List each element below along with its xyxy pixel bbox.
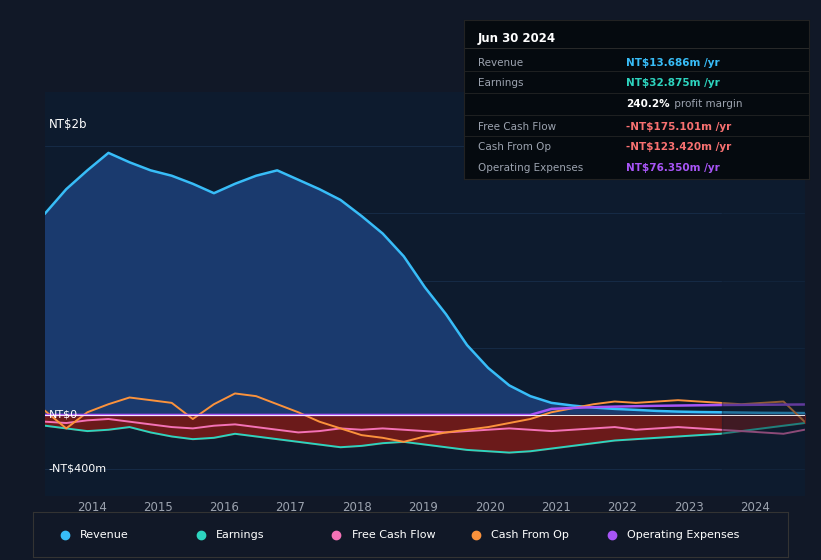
Text: NT$0: NT$0 — [48, 410, 78, 420]
Text: Cash From Op: Cash From Op — [491, 530, 569, 540]
Text: -NT$123.420m /yr: -NT$123.420m /yr — [626, 142, 732, 152]
Text: Free Cash Flow: Free Cash Flow — [478, 122, 556, 132]
Text: NT$2b: NT$2b — [48, 118, 87, 131]
Text: NT$76.350m /yr: NT$76.350m /yr — [626, 163, 720, 173]
Text: Earnings: Earnings — [216, 530, 264, 540]
Text: Revenue: Revenue — [478, 58, 523, 68]
Text: Cash From Op: Cash From Op — [478, 142, 551, 152]
Bar — [722, 92, 805, 496]
Text: Operating Expenses: Operating Expenses — [627, 530, 740, 540]
Text: NT$32.875m /yr: NT$32.875m /yr — [626, 78, 720, 88]
Text: NT$13.686m /yr: NT$13.686m /yr — [626, 58, 719, 68]
Text: -NT$400m: -NT$400m — [48, 464, 107, 474]
Text: 240.2%: 240.2% — [626, 99, 670, 109]
Text: Earnings: Earnings — [478, 78, 523, 88]
Text: -NT$175.101m /yr: -NT$175.101m /yr — [626, 122, 732, 132]
Text: Revenue: Revenue — [80, 530, 128, 540]
Text: Free Cash Flow: Free Cash Flow — [351, 530, 435, 540]
Text: Jun 30 2024: Jun 30 2024 — [478, 32, 556, 45]
Text: Operating Expenses: Operating Expenses — [478, 163, 583, 173]
Text: profit margin: profit margin — [671, 99, 742, 109]
